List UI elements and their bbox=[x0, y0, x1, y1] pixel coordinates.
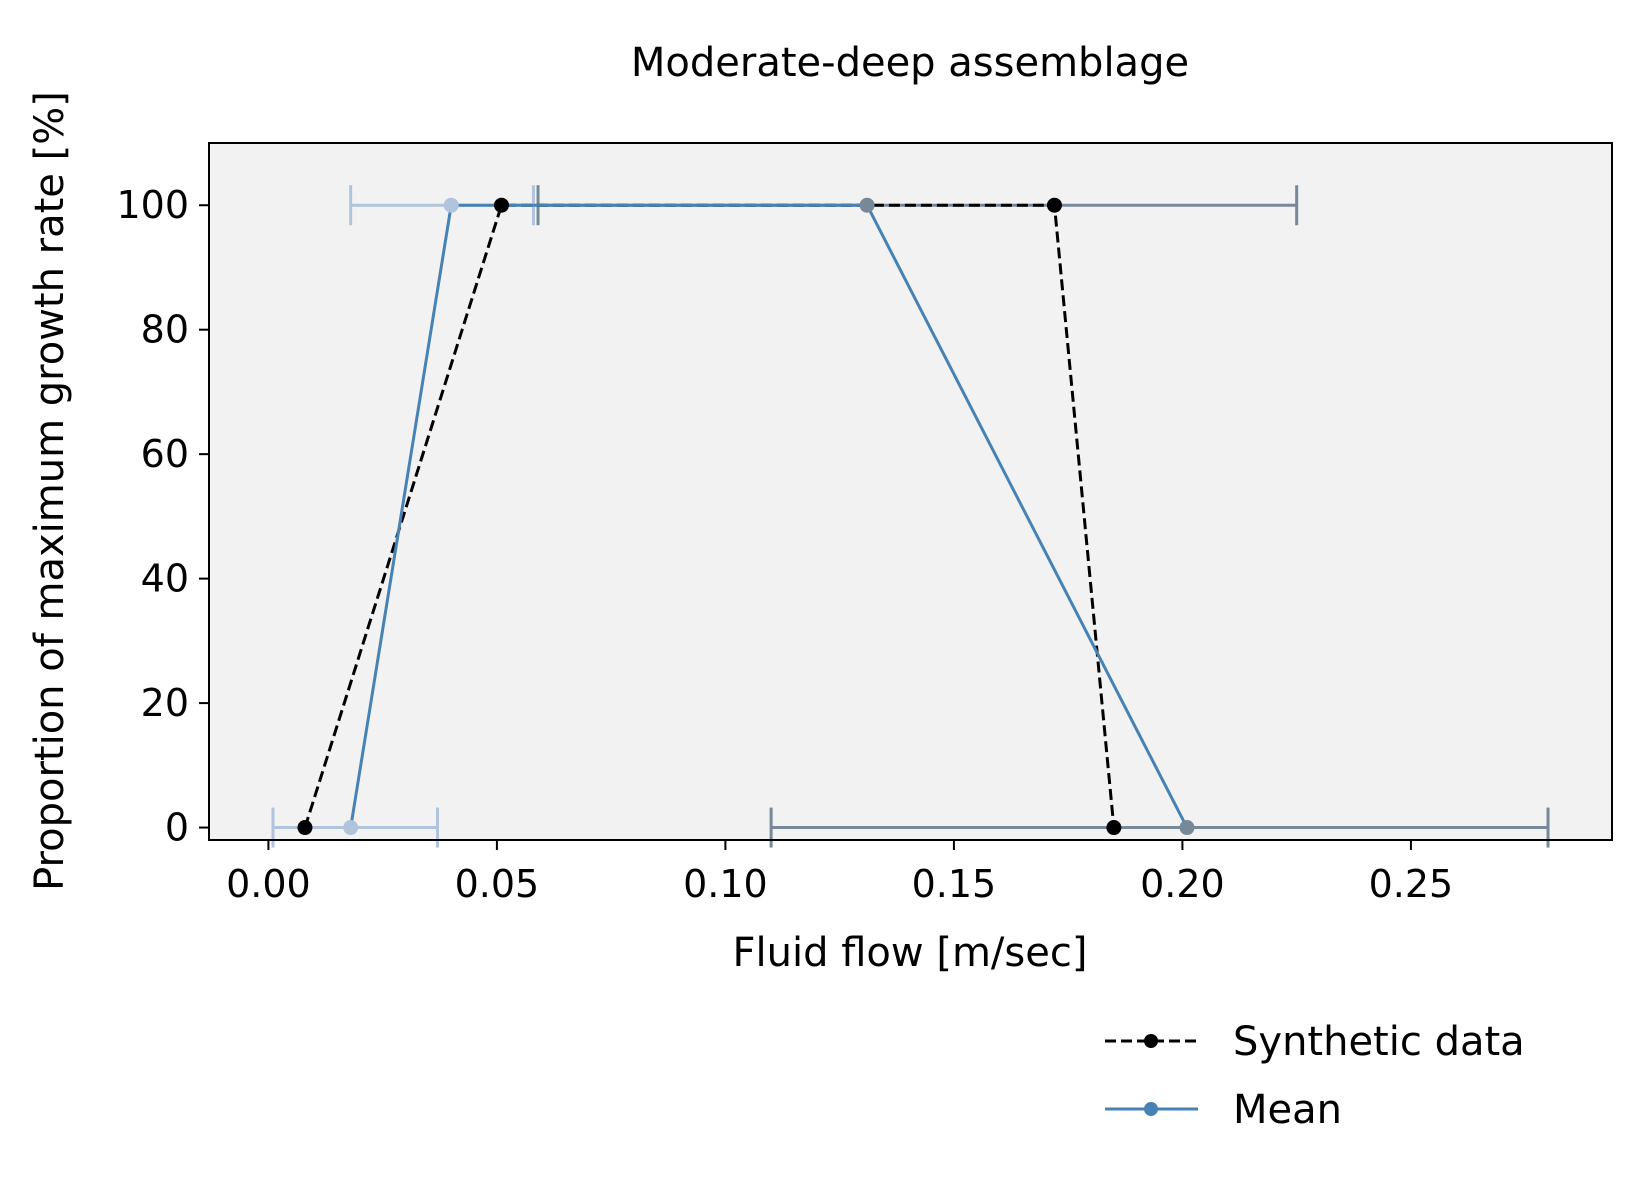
data-point-synthetic-data bbox=[493, 197, 509, 213]
y-tick-label: 60 bbox=[141, 432, 189, 476]
x-tick-label: 0.10 bbox=[683, 862, 768, 906]
x-tick-label: 0.20 bbox=[1140, 862, 1225, 906]
y-tick-label: 80 bbox=[141, 308, 189, 352]
series-markers bbox=[297, 197, 1195, 836]
x-tick-label: 0.05 bbox=[455, 862, 540, 906]
x-tick-label: 0.25 bbox=[1369, 862, 1454, 906]
data-point-mean bbox=[443, 197, 459, 213]
y-axis-ticks: 0 20 40 60 80 100 bbox=[116, 183, 209, 850]
legend-synthetic-label: Synthetic data bbox=[1233, 1019, 1525, 1065]
plot-area bbox=[209, 143, 1612, 840]
x-tick-label: 0.00 bbox=[226, 862, 311, 906]
y-tick-label: 0 bbox=[165, 806, 189, 850]
x-axis-label: Fluid flow [m/sec] bbox=[733, 930, 1088, 976]
data-point-synthetic-data bbox=[1046, 197, 1062, 213]
data-point-mean bbox=[1179, 820, 1195, 836]
y-tick-label: 40 bbox=[141, 557, 189, 601]
y-axis-label: Proportion of maximum growth rate [%] bbox=[27, 91, 73, 891]
series-lines bbox=[303, 203, 1189, 829]
chart-title: Moderate-deep assemblage bbox=[631, 40, 1189, 86]
x-axis-ticks: 0.00 0.05 0.10 0.15 0.20 0.25 bbox=[226, 840, 1453, 906]
data-point-mean bbox=[859, 197, 875, 213]
data-point-mean bbox=[343, 820, 359, 836]
plot-frame bbox=[208, 142, 1613, 841]
x-tick-label: 0.15 bbox=[912, 862, 997, 906]
legend-synthetic-marker bbox=[1144, 1034, 1158, 1048]
legend-mean-marker bbox=[1144, 1102, 1158, 1116]
data-point-synthetic-data bbox=[297, 820, 313, 836]
series-line-mean bbox=[349, 203, 1189, 829]
legend: Synthetic data Mean bbox=[1105, 1019, 1525, 1133]
y-tick-label: 20 bbox=[141, 681, 189, 725]
data-point-synthetic-data bbox=[1106, 820, 1122, 836]
legend-mean-label: Mean bbox=[1233, 1087, 1342, 1133]
y-tick-label: 100 bbox=[116, 183, 189, 227]
